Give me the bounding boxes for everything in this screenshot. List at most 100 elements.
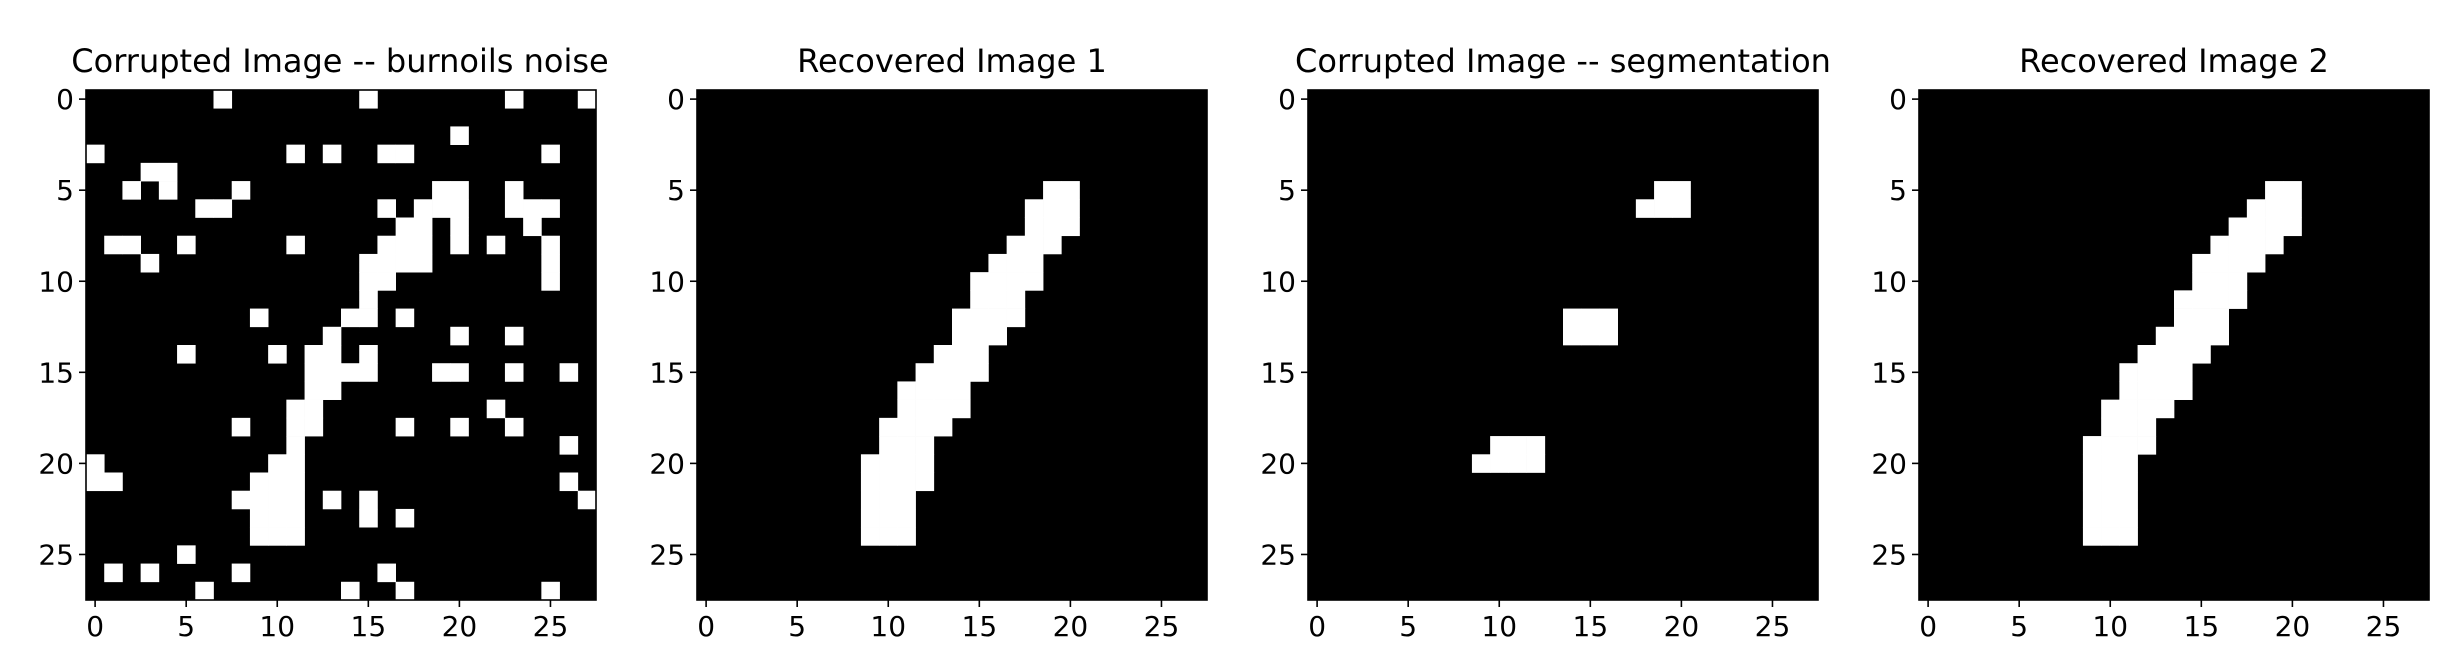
image-pixel	[2137, 417, 2157, 437]
panel-2-x-ticks: 0 5 10 15 20 25	[697, 600, 1179, 643]
image-pixel	[122, 181, 141, 200]
image-pixel	[249, 308, 269, 328]
image-pixel	[2210, 290, 2229, 309]
image-pixel	[860, 472, 880, 492]
image-pixel	[395, 235, 415, 255]
image-pixel	[2101, 490, 2120, 510]
x-tick-label: 15	[1573, 610, 1609, 643]
panel-3-x-ticks: 0 5 10 15 20 25	[1308, 600, 1790, 643]
image-pixel	[897, 490, 916, 510]
x-tick-label: 10	[2092, 610, 2128, 643]
image-pixel	[450, 217, 469, 237]
image-pixel	[377, 563, 396, 583]
image-pixel	[541, 144, 560, 164]
image-pixel	[2192, 326, 2211, 346]
image-pixel	[541, 199, 560, 218]
image-pixel	[268, 527, 287, 546]
image-pixel	[1024, 217, 1044, 237]
image-pixel	[322, 490, 342, 510]
image-pixel	[933, 417, 953, 437]
image-pixel	[286, 399, 305, 419]
image-pixel	[286, 235, 305, 255]
image-pixel	[2101, 508, 2120, 528]
image-pixel	[1581, 326, 1600, 346]
image-pixel	[1563, 308, 1582, 328]
image-pixel	[2101, 436, 2120, 455]
image-pixel	[395, 217, 415, 237]
x-tick-label: 25	[533, 610, 569, 643]
y-tick-label: 25	[38, 538, 74, 571]
image-pixel	[286, 472, 305, 492]
x-tick-label: 15	[962, 610, 998, 643]
image-pixel	[897, 454, 916, 473]
image-pixel	[2210, 272, 2229, 291]
image-pixel	[2283, 217, 2302, 237]
image-pixel	[1599, 326, 1618, 346]
image-pixel	[2137, 345, 2157, 364]
image-pixel	[1061, 199, 1080, 218]
image-pixel	[304, 363, 324, 382]
image-pixel	[286, 490, 305, 510]
image-pixel	[286, 144, 305, 164]
image-pixel	[1024, 253, 1044, 273]
image-pixel	[304, 381, 324, 400]
image-pixel	[104, 472, 123, 492]
panel-4-pixel-grid	[1918, 89, 2430, 601]
x-tick-label: 20	[1664, 610, 1700, 643]
image-pixel	[1490, 436, 1509, 455]
x-tick-label: 25	[2366, 610, 2402, 643]
image-pixel	[413, 217, 433, 237]
y-tick-label: 5	[1278, 174, 1296, 207]
image-pixel	[970, 345, 989, 364]
image-pixel	[304, 399, 324, 419]
image-pixel	[879, 417, 898, 437]
image-pixel	[1526, 436, 1546, 455]
image-pixel	[970, 272, 989, 291]
image-pixel	[231, 490, 251, 510]
image-pixel	[322, 381, 342, 400]
image-pixel	[286, 417, 305, 437]
image-pixel	[486, 399, 506, 419]
image-pixel	[395, 253, 415, 273]
image-pixel	[915, 417, 935, 437]
x-tick-label: 5	[788, 610, 806, 643]
image-pixel	[122, 235, 141, 255]
image-pixel	[304, 345, 324, 364]
y-tick-label: 20	[38, 447, 74, 480]
image-pixel	[541, 272, 560, 291]
image-frame	[85, 89, 597, 601]
image-pixel	[268, 490, 287, 510]
image-pixel	[2246, 253, 2266, 273]
x-tick-label: 25	[1144, 610, 1180, 643]
image-pixel	[988, 290, 1007, 309]
image-pixel	[231, 417, 251, 437]
image-pixel	[1635, 199, 1655, 218]
panel-3-pixel-grid	[1307, 89, 1819, 601]
image-pixel	[359, 272, 378, 291]
image-pixel	[541, 581, 560, 601]
image-pixel	[1006, 235, 1026, 255]
image-pixel	[2192, 308, 2211, 328]
image-pixel	[286, 527, 305, 546]
image-pixel	[268, 345, 287, 364]
image-pixel	[450, 235, 469, 255]
image-pixel	[450, 417, 469, 437]
image-pixel	[268, 472, 287, 492]
y-tick-label: 20	[1260, 447, 1296, 480]
image-pixel	[2155, 345, 2175, 364]
image-pixel	[2101, 527, 2120, 546]
image-pixel	[413, 235, 433, 255]
image-pixel	[395, 144, 415, 164]
image-pixel	[413, 199, 433, 218]
image-pixel	[249, 508, 269, 528]
image-pixel	[2137, 381, 2157, 400]
image-pixel	[377, 235, 396, 255]
x-tick-label: 5	[1399, 610, 1417, 643]
image-pixel	[952, 308, 971, 328]
image-pixel	[395, 581, 415, 601]
image-pixel	[1508, 454, 1527, 473]
image-pixel	[559, 472, 579, 492]
image-pixel	[450, 363, 469, 382]
image-pixel	[2265, 181, 2284, 200]
image-pixel	[970, 308, 989, 328]
